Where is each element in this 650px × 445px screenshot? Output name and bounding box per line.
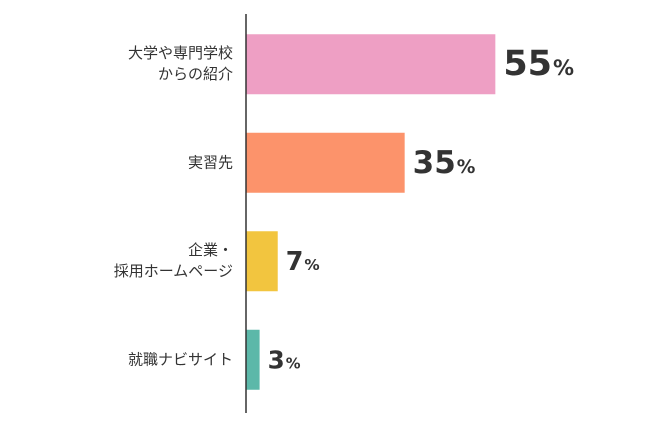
value-label: 35% — [412, 144, 476, 181]
bar — [246, 132, 405, 193]
bar — [246, 329, 260, 390]
value-label: 55% — [503, 44, 575, 85]
bar — [246, 231, 278, 292]
value-label: 7% — [285, 246, 320, 277]
bar — [246, 34, 496, 95]
category-label: 企業・ 採用ホームページ — [113, 241, 233, 281]
value-label: 3% — [267, 345, 301, 375]
category-label: 就職ナビサイト — [127, 350, 233, 369]
category-label: 実習先 — [187, 153, 233, 172]
category-label: 大学や専門学校 からの紹介 — [127, 44, 233, 84]
